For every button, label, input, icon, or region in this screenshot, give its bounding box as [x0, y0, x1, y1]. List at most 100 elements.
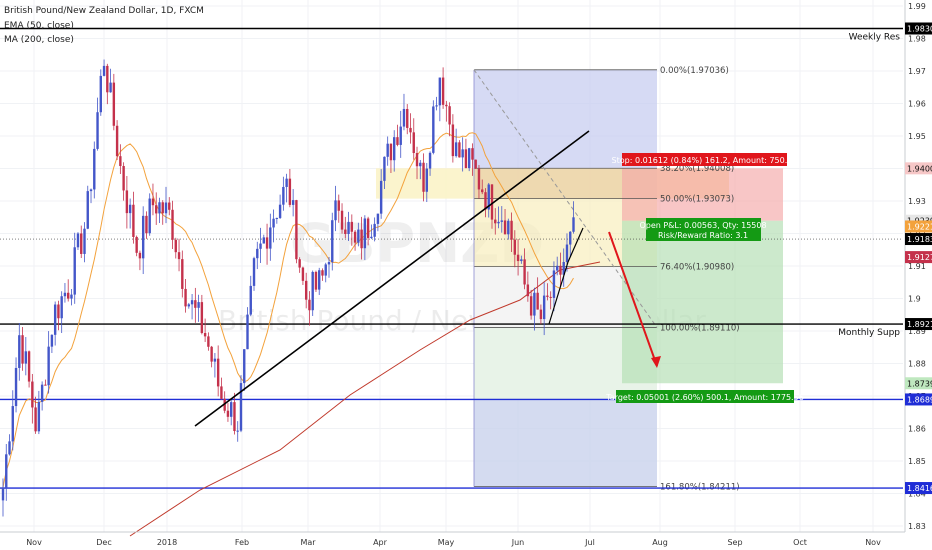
candle-body	[549, 296, 552, 298]
candle-body	[559, 265, 562, 275]
candle-body	[422, 162, 425, 192]
fib-label: 100.00%(1.89110)	[660, 323, 740, 333]
candle-body	[265, 237, 269, 249]
axis-price-tag: 1.92216	[907, 222, 932, 231]
target-label: Target: 0.05001 (2.60%) 500.1, Amount: 1…	[605, 393, 804, 402]
moving-averages	[2, 132, 601, 537]
x-tick-label: Dec	[96, 538, 111, 547]
candle-body	[80, 233, 83, 254]
candle-body	[164, 202, 168, 214]
candle-body	[272, 218, 275, 228]
candle-body	[34, 407, 37, 432]
candle-body	[340, 210, 344, 230]
candle-body	[203, 332, 207, 337]
x-tick-label: Oct	[793, 538, 807, 547]
candle-body	[471, 148, 474, 160]
x-tick-label: Apr	[373, 538, 388, 547]
candle-body	[441, 77, 445, 105]
candle-body	[200, 302, 204, 333]
y-tick-label: 1.97	[908, 67, 926, 76]
candle-body	[539, 309, 543, 320]
x-tick-label: May	[438, 538, 455, 547]
candle-body	[523, 259, 526, 285]
axis-price-tag: 1.84168	[907, 484, 932, 493]
candle-body	[243, 349, 246, 384]
candle-body	[490, 184, 494, 220]
candle-body	[569, 231, 572, 245]
candle-body	[252, 258, 256, 286]
candle-body	[321, 270, 324, 276]
axis-price-tag-bg	[905, 318, 932, 331]
candle-body	[409, 127, 412, 133]
candle-body	[334, 200, 337, 221]
candle-body	[406, 108, 409, 128]
candle-body	[350, 221, 354, 232]
candle-body	[288, 178, 292, 205]
candle-body	[141, 215, 145, 259]
candle-body	[256, 248, 259, 259]
axis-price-tag: 1.91274	[907, 253, 932, 262]
candle-body	[425, 168, 428, 192]
candle-body	[327, 262, 331, 265]
x-tick-label: Nov	[865, 538, 881, 547]
candle-body	[510, 220, 513, 240]
candle-body	[115, 125, 119, 157]
candle-body	[389, 143, 393, 161]
axis-price-tag: 1.91830	[907, 235, 932, 244]
position-labels: Stop: 0.01612 (0.84%) 161.2, Amount: 750…	[605, 153, 804, 403]
axis-bg	[905, 0, 932, 550]
candle-body	[67, 292, 70, 299]
axis-price-tag: 1.98308	[907, 24, 932, 33]
y-tick-label: 1.85	[908, 457, 926, 466]
fib-zone-left	[376, 168, 474, 199]
candle-body	[458, 142, 461, 158]
candle-body	[138, 252, 142, 259]
candle-body	[373, 223, 376, 237]
candle-body	[556, 265, 559, 271]
candle-body	[481, 189, 484, 193]
candle-body	[246, 314, 249, 350]
axis-price-tag-bg	[905, 393, 932, 406]
candle-body	[181, 259, 184, 289]
candle-body	[500, 220, 503, 222]
candle-body	[464, 149, 468, 169]
candle-body	[40, 384, 44, 402]
candle-body	[249, 285, 252, 315]
y-tick-label: 1.93	[908, 197, 926, 206]
candle-body	[513, 239, 517, 255]
candle-body	[236, 430, 239, 432]
candle-body	[533, 292, 536, 316]
candle-body	[60, 296, 63, 319]
axis-price-tag: 1.89214	[907, 320, 932, 329]
candle-body	[552, 270, 556, 298]
candle-body	[128, 204, 132, 214]
candle-body	[109, 82, 112, 93]
candle-body	[125, 190, 129, 214]
candle-body	[311, 271, 314, 311]
candlesticks	[1, 59, 575, 517]
candle-body	[494, 219, 497, 224]
candle-body	[226, 410, 230, 417]
candle-body	[89, 189, 93, 192]
fib-label: 38.20%(1.94008)	[660, 164, 734, 174]
candle-body	[27, 351, 31, 382]
candle-body	[207, 336, 210, 347]
fib-label: 76.40%(1.90980)	[660, 263, 734, 273]
candle-body	[344, 229, 347, 234]
candle-body	[291, 200, 295, 205]
axis-price-tag: 1.87392	[907, 379, 932, 388]
candle-body	[210, 346, 213, 362]
indicator-ema: EMA (50, close)	[4, 21, 74, 31]
candle-body	[8, 441, 11, 455]
candle-body	[86, 191, 89, 229]
candle-body	[102, 65, 106, 76]
fib-diagonal	[473, 69, 658, 328]
candle-body	[295, 200, 298, 260]
candle-body	[393, 137, 396, 161]
candle-body	[259, 243, 262, 249]
y-tick-label: 1.88	[908, 360, 926, 369]
horizontal-levels: Weekly Res Monthly Supp	[0, 27, 903, 489]
candle-body	[47, 346, 50, 386]
candle-body	[308, 299, 311, 311]
